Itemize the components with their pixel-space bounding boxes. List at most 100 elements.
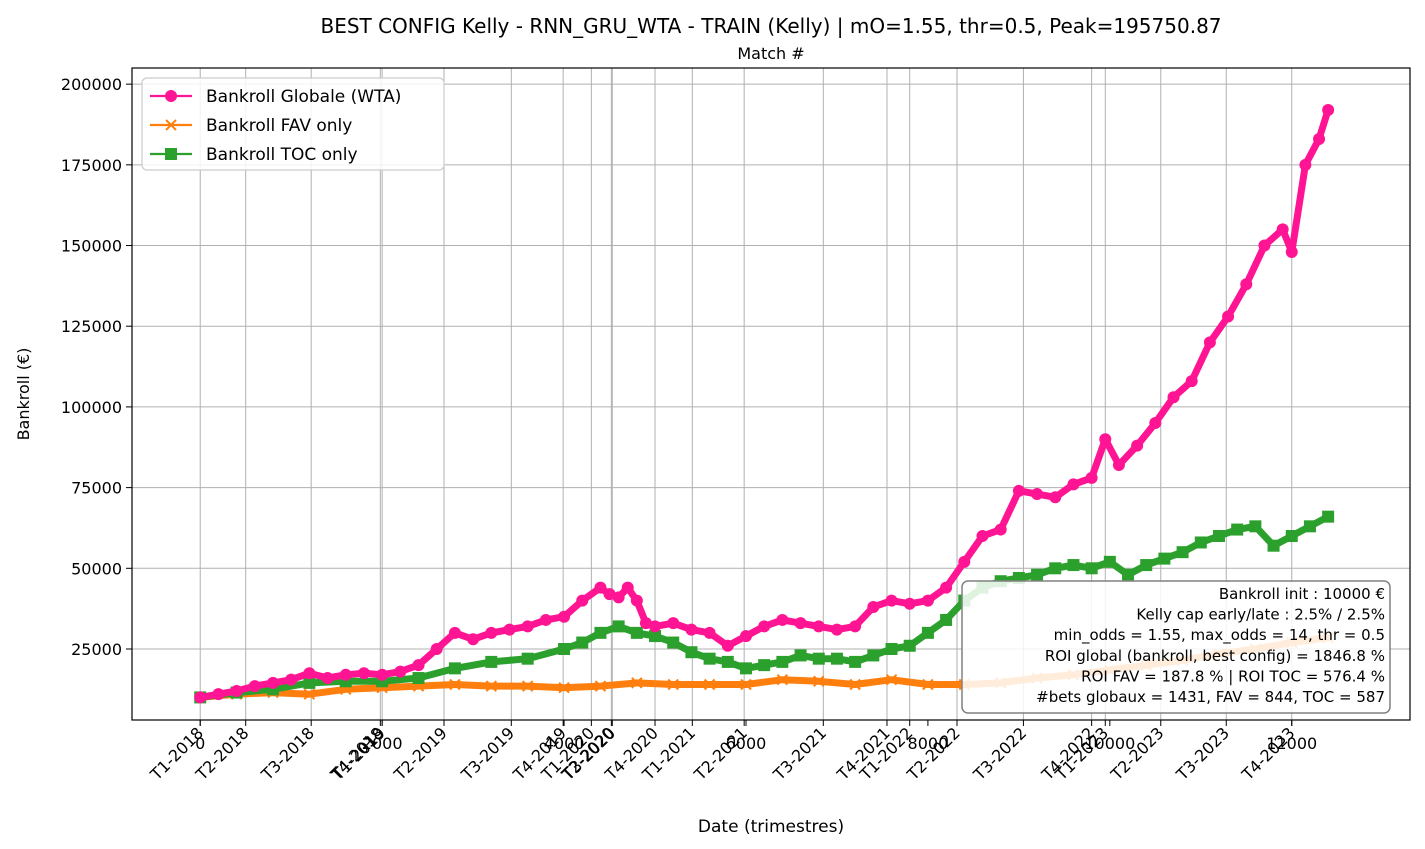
data-point [1149,417,1162,430]
data-point [940,613,953,626]
y-tick-label: 200000 [61,75,122,94]
data-point [631,677,643,689]
data-point [812,652,825,665]
data-point [212,688,225,701]
data-point [485,626,498,639]
data-point [1231,523,1244,536]
data-point [394,665,407,678]
y-tick-label: 75000 [71,479,122,498]
data-point [303,676,316,689]
data-point [776,673,789,686]
data-point [194,691,207,704]
data-point [594,680,607,692]
data-point [721,655,734,668]
y-tick-label: 125000 [61,317,122,336]
data-point [639,617,652,630]
x-tick-label-match: 6000 [726,734,767,753]
x-tick-label-match: 2000 [362,734,403,753]
data-point [703,626,716,639]
data-point [1158,552,1171,565]
series-2 [194,510,1335,704]
data-point [849,655,862,668]
top-axis-label: Match # [737,44,804,63]
data-point [521,652,534,665]
data-point [1203,336,1216,349]
annotation-line: min_odds = 1.55, max_odds = 14, thr = 0.… [1054,626,1385,645]
data-point [503,623,516,636]
data-point [1103,555,1116,568]
x-tick-label-match: 8000 [908,734,949,753]
data-point [849,678,861,691]
data-point [412,672,425,685]
data-point [667,636,680,649]
y-tick-label: 50000 [71,559,122,578]
data-point [430,642,443,655]
data-point [776,655,789,668]
data-point [1176,546,1189,559]
chart-title: BEST CONFIG Kelly - RNN_GRU_WTA - TRAIN … [320,14,1221,38]
data-point [630,594,643,607]
data-point [485,655,498,668]
y-tick-label: 100000 [61,398,122,417]
data-point [813,675,825,687]
data-point [1049,562,1062,575]
data-point [594,581,607,594]
data-point [357,667,370,680]
data-point [885,673,898,686]
x-axis-label: Date (trimestres) [698,817,844,837]
data-point [1167,391,1180,404]
legend-label: Bankroll TOC only [206,145,358,165]
data-point [612,620,625,633]
data-point [739,662,752,675]
data-point [867,601,880,614]
data-point [1258,239,1271,252]
data-point [303,667,316,680]
data-point [1131,439,1144,452]
x-tick-label-match: 4000 [544,734,585,753]
x-tick-label-match: 0 [195,734,205,753]
data-point [921,626,934,639]
data-point [1285,530,1298,543]
data-point [539,613,552,626]
data-point [448,662,461,675]
data-point [1099,433,1112,446]
legend-label: Bankroll FAV only [206,116,352,136]
data-point [994,523,1007,536]
data-point [339,668,352,681]
data-point [1303,520,1316,533]
data-point [594,626,607,639]
data-point [558,642,571,655]
annotation-line: ROI global (bankroll, best config) = 184… [1045,647,1385,665]
annotation-line: ROI FAV = 187.8 % | ROI TOC = 576.4 % [1081,667,1385,685]
data-point [739,630,752,643]
data-point [1031,488,1044,501]
data-point [921,594,934,607]
data-point [1322,103,1335,116]
data-point [576,594,589,607]
data-point [1049,491,1062,504]
data-point [1112,459,1125,472]
data-point [612,591,625,604]
data-point [285,673,298,686]
annotation-line: Bankroll init : 10000 € [1219,585,1385,603]
data-point [576,636,589,649]
data-point [1222,310,1235,323]
legend-marker [165,119,177,131]
data-point [558,610,571,623]
data-point [521,620,534,633]
data-point [1122,568,1135,581]
annotation-box: Bankroll init : 10000 € Kelly cap early/l… [961,580,1391,714]
data-point [812,620,825,633]
data-point [849,620,862,633]
data-point [1031,568,1044,581]
data-point [703,652,716,665]
series-0 [194,103,1335,704]
data-point [794,649,807,662]
data-point [794,617,807,630]
data-point [885,594,898,607]
legend-label: Bankroll Globale (WTA) [206,87,401,107]
data-point [1085,471,1098,484]
data-point [321,672,334,685]
x-tick-label-match: 12000 [1266,734,1317,753]
data-point [1085,562,1098,575]
